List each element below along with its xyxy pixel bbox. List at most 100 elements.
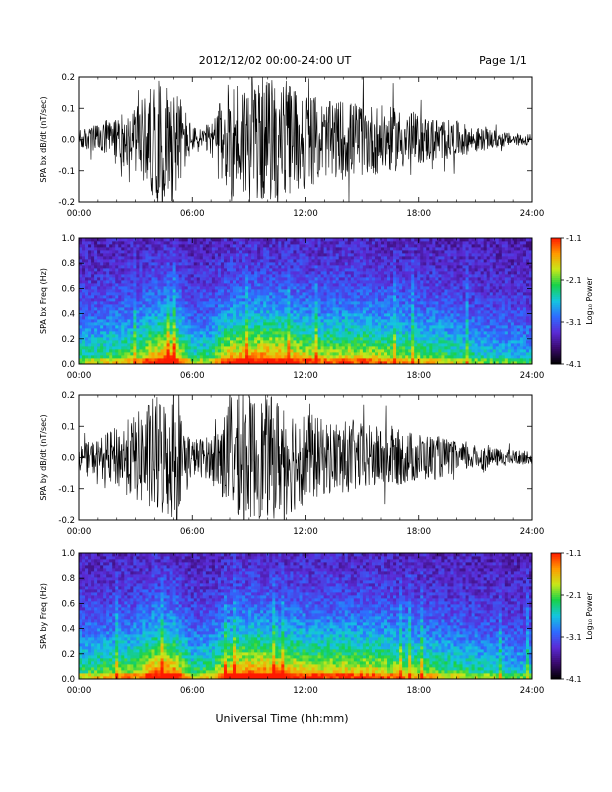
spectrogram-cell <box>332 304 337 308</box>
spectrogram-cell <box>196 319 201 323</box>
spectrogram-cell <box>408 343 412 347</box>
spectrogram-cell <box>106 295 110 299</box>
spectrogram-cell <box>308 307 312 311</box>
spectrogram-cell <box>287 265 291 269</box>
spectrogram-cell <box>402 241 406 245</box>
spectrogram-cell <box>266 328 270 332</box>
y-tick-label: -0.2 <box>58 198 75 208</box>
spectrogram-cell <box>281 268 285 272</box>
spectrogram-cell <box>411 301 415 305</box>
spectrogram-cell <box>353 241 358 245</box>
spectrogram-cell <box>251 361 255 364</box>
spectrogram-cell <box>350 250 355 254</box>
spectrogram-cell <box>94 250 98 254</box>
spectrogram-cell <box>269 337 273 341</box>
spectrogram-cell <box>230 328 234 332</box>
spectrogram-cell <box>109 286 113 290</box>
spectrogram-cell <box>257 274 261 278</box>
spectrogram-cell <box>148 289 152 293</box>
spectrogram-cell <box>420 322 424 326</box>
spectrogram-cell <box>208 298 213 302</box>
spectrogram-cell <box>359 316 364 320</box>
spectrogram-cell <box>278 328 282 332</box>
spectrogram-cell <box>344 247 349 251</box>
spectrogram-cell <box>226 262 231 266</box>
spectrogram-cell <box>242 247 246 251</box>
spectrogram-cell <box>405 289 409 293</box>
spectrogram-cell <box>202 355 207 359</box>
spectrogram-cell <box>260 349 264 353</box>
spectrogram-cell <box>121 334 125 338</box>
spectrogram-cell <box>242 265 246 269</box>
spectrogram-cell <box>248 271 252 275</box>
spectrogram-cell <box>317 262 321 266</box>
spectrogram-cell <box>94 238 98 242</box>
spectrogram-cell <box>368 244 373 248</box>
spectrogram-cell <box>178 292 183 296</box>
spectrogram-cell <box>220 346 225 350</box>
spectrogram-cell <box>405 319 409 323</box>
spectrogram-cell <box>112 334 116 338</box>
spectrogram-cell <box>390 256 394 260</box>
spectrogram-cell <box>429 307 433 311</box>
spectrogram-cell <box>217 322 222 326</box>
spectrogram-cell <box>97 343 101 347</box>
spectrogram-cell <box>377 256 382 260</box>
spectrogram-cell <box>269 319 273 323</box>
spectrogram-cell <box>103 253 107 257</box>
spectrogram-cell <box>151 361 155 364</box>
spectrogram-cell <box>223 289 228 293</box>
spectrogram-cell <box>263 268 267 272</box>
spectrogram-cell <box>236 343 240 347</box>
spectrogram-cell <box>205 286 210 290</box>
spectrogram-cell <box>230 325 234 329</box>
spectrogram-cell <box>423 271 427 275</box>
spectrogram-cell <box>281 307 285 311</box>
spectrogram-cell <box>374 262 379 266</box>
spectrogram-cell <box>414 238 418 242</box>
spectrogram-cell <box>269 256 273 260</box>
spectrogram-cell <box>317 295 321 299</box>
spectrogram-cell <box>97 304 101 308</box>
spectrogram-cell <box>371 361 376 364</box>
spectrogram-cell <box>236 358 240 362</box>
spectrogram-cell <box>284 268 288 272</box>
spectrogram-cell <box>350 343 355 347</box>
spectrogram-cell <box>88 310 92 314</box>
spectrogram-cell <box>317 325 321 329</box>
spectrogram-cell <box>163 256 167 260</box>
spectrogram-cell <box>130 292 134 296</box>
spectrogram-cell <box>368 340 373 344</box>
spectrogram-cell <box>199 322 204 326</box>
spectrogram-cell <box>220 307 225 311</box>
spectrogram-cell <box>103 241 107 245</box>
spectrogram-cell <box>384 361 388 364</box>
spectrogram-cell <box>136 337 140 341</box>
spectrogram-cell <box>178 349 183 353</box>
spectrogram-cell <box>127 355 131 359</box>
spectrogram-cell <box>242 289 246 293</box>
spectrogram-cell <box>299 265 303 269</box>
spectrogram-cell <box>414 355 418 359</box>
spectrogram-cell <box>293 331 297 335</box>
spectrogram-cell <box>429 238 433 242</box>
spectrogram-cell <box>374 283 379 287</box>
spectrogram-cell <box>353 292 358 296</box>
spectrogram-cell <box>302 349 306 353</box>
spectrogram-cell <box>187 301 192 305</box>
spectrogram-cell <box>371 271 376 275</box>
spectrogram-cell <box>384 271 388 275</box>
spectrogram-cell <box>426 289 430 293</box>
spectrogram-cell <box>85 286 89 290</box>
spectrogram-cell <box>299 340 303 344</box>
spectrogram-cell <box>305 253 309 257</box>
spectrogram-cell <box>426 262 430 266</box>
spectrogram-cell <box>377 298 382 302</box>
spectrogram-cell <box>154 274 158 278</box>
spectrogram-cell <box>166 277 170 281</box>
spectrogram-cell <box>299 313 303 317</box>
spectrogram-cell <box>157 292 161 296</box>
spectrogram-cell <box>151 319 155 323</box>
spectrogram-cell <box>160 292 164 296</box>
spectrogram-cell <box>381 283 385 287</box>
